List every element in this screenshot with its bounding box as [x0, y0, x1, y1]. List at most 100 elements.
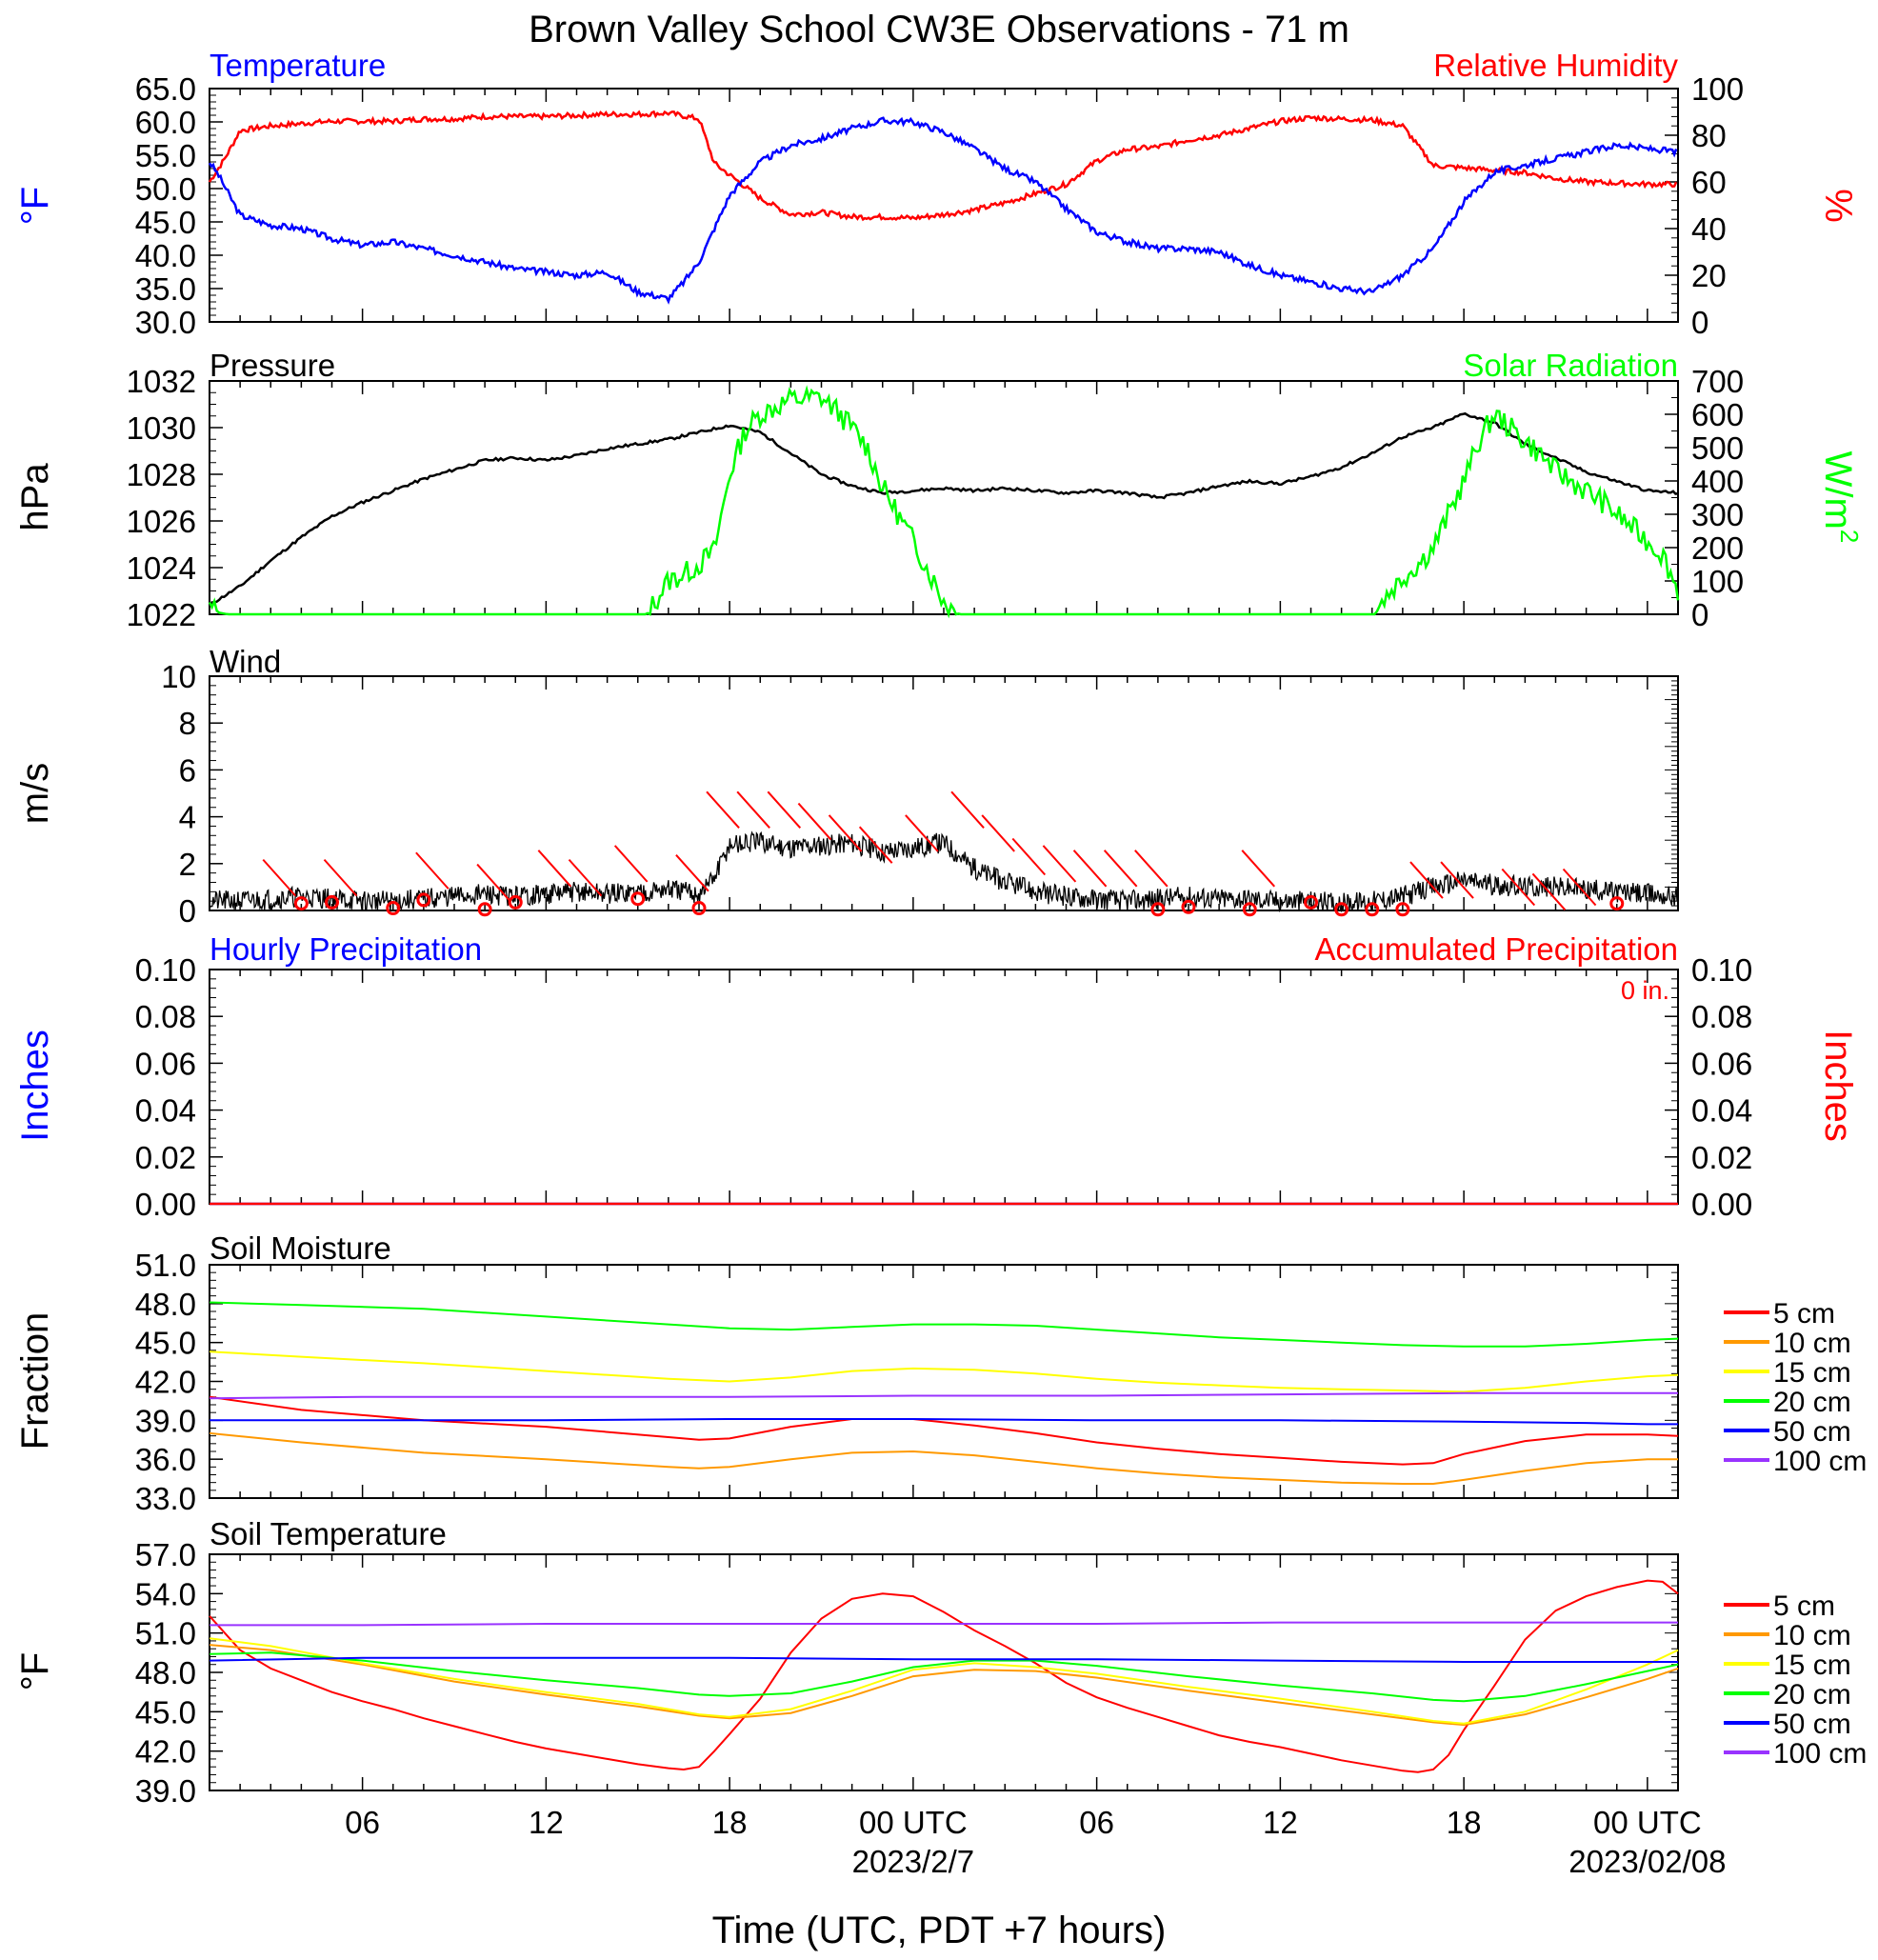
wind-barb [1011, 837, 1047, 876]
calm-wind-marker [508, 894, 523, 910]
wind-barb [1042, 845, 1077, 883]
right-y-tick-label: 0.06 [1691, 1046, 1752, 1081]
soil-line [209, 1651, 1679, 1703]
pressure-ylabel: hPa [14, 463, 56, 531]
wind-barb [323, 858, 358, 897]
right-y-tick-label: 0.02 [1691, 1140, 1752, 1175]
left-y-tick-label: 40.0 [135, 238, 196, 273]
wind-barb [415, 851, 450, 890]
pressure-solar-panel: Pressure Solar Radiation hPa W/m2 1032 10… [14, 348, 1864, 632]
hourly-precip-ylabel: Inches [14, 1030, 56, 1142]
x-tick-label: 00 UTC [1593, 1805, 1702, 1840]
wind-barb [262, 858, 296, 897]
soil-line [209, 1350, 1679, 1393]
left-y-tick-label: 39.0 [135, 1403, 196, 1438]
right-y-tick-label: 80 [1691, 118, 1727, 153]
left-y-tick-label: 1028 [127, 457, 196, 492]
temperature-title: Temperature [210, 48, 386, 83]
soil-moisture-panel: Soil Moisture Fraction 51.048.045.042.03… [14, 1230, 1867, 1516]
left-y-tick-label: 35.0 [135, 271, 196, 307]
left-y-tick-label: 30.0 [135, 305, 196, 340]
pressure-line [209, 411, 1679, 606]
x-tick-label: 00 UTC [859, 1805, 968, 1840]
wind-barb [613, 845, 649, 883]
right-y-tick-label: 60 [1691, 165, 1727, 200]
x-tick-label: 06 [345, 1805, 380, 1840]
legend-label: 15 cm [1773, 1357, 1851, 1389]
legend-label: 100 cm [1773, 1446, 1867, 1477]
left-y-tick-label: 0.04 [135, 1093, 196, 1129]
right-y-tick-label: 100 [1691, 71, 1744, 107]
calm-wind-marker [1395, 902, 1410, 917]
soil-line [209, 1579, 1679, 1773]
legend-label: 50 cm [1773, 1709, 1851, 1740]
calm-wind-marker [691, 901, 707, 916]
right-y-tick-label: 300 [1691, 497, 1744, 532]
legend-label: 15 cm [1773, 1650, 1851, 1681]
right-y-tick-label: 0.10 [1691, 952, 1752, 988]
wind-barb [476, 863, 510, 902]
legend-label: 50 cm [1773, 1416, 1851, 1448]
soil-temperature-ylabel: °F [14, 1652, 56, 1690]
x-tick-label: 12 [1263, 1805, 1298, 1840]
solar-radiation-line [208, 385, 1680, 619]
wind-barb [797, 802, 832, 841]
right-y-tick-label: 400 [1691, 464, 1744, 499]
left-y-tick-label: 0.08 [135, 999, 196, 1034]
wind-barb [706, 790, 740, 829]
calm-wind-marker [477, 902, 492, 917]
wind-barb [767, 790, 802, 829]
calm-wind-marker [293, 896, 309, 911]
legend-label: 20 cm [1773, 1387, 1851, 1418]
left-y-tick-label: 51.0 [135, 1248, 196, 1283]
wind-barb [1072, 850, 1108, 888]
left-y-tick-label: 0.06 [135, 1046, 196, 1081]
plot-frame [209, 88, 1679, 323]
left-y-tick-label: 48.0 [135, 1287, 196, 1322]
wind-barb [736, 790, 770, 829]
calm-wind-marker [1242, 902, 1257, 917]
legend-label: 10 cm [1773, 1620, 1851, 1651]
right-y-tick-label: 40 [1691, 211, 1727, 247]
precipitation-panel: Hourly Precipitation Accumulated Precipi… [14, 931, 1859, 1222]
wind-panel: Wind m/s 10 8 6 4 2 0 [14, 644, 1679, 929]
plot-frame [209, 969, 1679, 1205]
left-y-tick-label: 4 [179, 800, 196, 835]
right-y-tick-label: 500 [1691, 430, 1744, 466]
right-y-tick-label: 100 [1691, 564, 1744, 599]
humidity-line [208, 110, 1678, 222]
right-y-tick-label: 0.04 [1691, 1093, 1752, 1129]
right-y-tick-label: 600 [1691, 397, 1744, 432]
wind-barb [1134, 850, 1169, 888]
calm-wind-marker [386, 901, 401, 916]
left-y-tick-label: 0.00 [135, 1187, 196, 1222]
left-y-tick-label: 6 [179, 752, 196, 788]
left-y-tick-label: 42.0 [135, 1365, 196, 1400]
wind-barb [858, 826, 893, 864]
solar-title: Solar Radiation [1463, 348, 1678, 383]
left-y-tick-label: 39.0 [135, 1773, 196, 1809]
hourly-precip-title: Hourly Precipitation [210, 931, 482, 967]
soil-temperature-title: Soil Temperature [210, 1516, 447, 1551]
soil-line [210, 1418, 1678, 1426]
soil-line [210, 1621, 1678, 1627]
soil-line [209, 1644, 1679, 1727]
left-y-tick-label: 55.0 [135, 138, 196, 173]
left-y-tick-label: 1022 [127, 597, 196, 632]
figure-title: Brown Valley School CW3E Observations - … [529, 9, 1349, 50]
right-y-tick-label: 0.00 [1691, 1187, 1752, 1222]
calm-wind-marker [630, 891, 646, 907]
left-y-tick-label: 51.0 [135, 1616, 196, 1651]
left-y-tick-label: 60.0 [135, 105, 196, 140]
x-date-label: 2023/2/7 [852, 1844, 974, 1879]
wind-barb [675, 854, 709, 892]
wind-barb [1409, 861, 1444, 899]
x-tick-label: 18 [1447, 1805, 1482, 1840]
pressure-title: Pressure [210, 348, 335, 383]
left-y-tick-label: 2 [179, 847, 196, 882]
solar-ylabel-unit: W/m [1817, 451, 1859, 530]
wind-barb [1501, 868, 1536, 907]
left-y-tick-label: 36.0 [135, 1442, 196, 1477]
right-y-tick-label: 0 [1691, 305, 1708, 340]
